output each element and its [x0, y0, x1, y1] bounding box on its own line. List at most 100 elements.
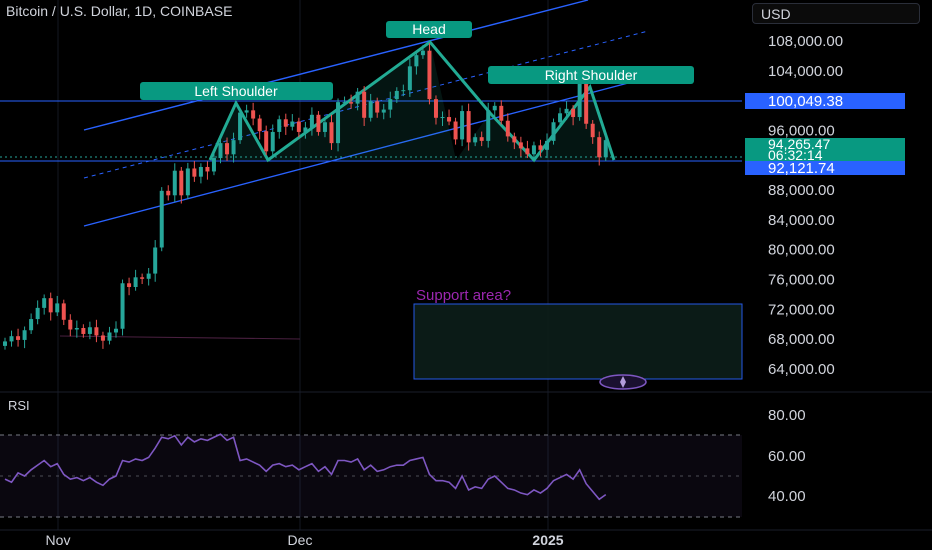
diamond-icon	[620, 376, 626, 388]
candle	[290, 121, 295, 127]
candle	[146, 273, 151, 279]
support-area-box[interactable]	[413, 303, 743, 380]
price-tick-label: 72,000.00	[768, 301, 835, 318]
candle	[479, 137, 484, 141]
old-level-line	[59, 335, 301, 340]
price-tick-label: 68,000.00	[768, 331, 835, 348]
candle	[342, 102, 347, 104]
price-tick-label: 108,000.00	[768, 33, 843, 50]
candle	[453, 121, 458, 140]
price-tick-label: 76,000.00	[768, 272, 835, 289]
candle	[309, 114, 314, 128]
candle	[388, 99, 393, 110]
candle	[35, 307, 40, 320]
candle	[153, 247, 158, 274]
head-label-box[interactable]: Head	[386, 21, 472, 38]
candle	[401, 90, 406, 92]
candle	[558, 113, 563, 123]
price-tick-label: 80,000.00	[768, 242, 835, 259]
time-axis[interactable]: Nov Dec 2025	[46, 532, 564, 548]
candle	[512, 136, 517, 143]
candle	[225, 143, 230, 155]
right-shoulder-label: Right Shoulder	[545, 67, 638, 83]
candle	[48, 298, 53, 313]
candle	[166, 190, 171, 196]
candle	[538, 145, 543, 150]
channel-lower-line[interactable]	[83, 81, 633, 227]
rsi-label: RSI	[8, 398, 30, 413]
rsi-axis: 80.00 60.00 40.00	[768, 407, 806, 505]
candle	[251, 110, 256, 119]
candle	[362, 91, 367, 118]
candle	[87, 327, 92, 334]
candle	[322, 122, 327, 132]
candle	[9, 336, 14, 342]
currency-selector[interactable]: USD	[752, 3, 920, 24]
candle	[466, 111, 471, 143]
candle	[590, 123, 595, 138]
candle	[159, 190, 164, 248]
right-shoulder-label-box[interactable]: Right Shoulder	[488, 66, 694, 84]
candle	[492, 105, 497, 111]
support-price-text: 92,121.74	[768, 160, 835, 177]
support-area-marker[interactable]	[599, 374, 647, 390]
candle	[414, 55, 419, 67]
price-tick-label: 84,000.00	[768, 212, 835, 229]
price-axis[interactable]: 108,000.00 104,000.00 96,000.00 88,000.00 84…	[768, 33, 843, 378]
candle	[277, 119, 282, 132]
support-area-label: Support area?	[416, 287, 511, 304]
time-tick-label: Dec	[288, 532, 313, 548]
time-tick-label: 2025	[532, 532, 563, 548]
current-price-text: 94,265.47	[768, 136, 830, 152]
candle	[198, 166, 203, 177]
candle	[597, 137, 602, 158]
candle	[94, 327, 99, 336]
head-label: Head	[412, 21, 445, 37]
resistance-price-label[interactable]: 100,049.38	[745, 93, 905, 110]
candle	[264, 131, 269, 152]
candle	[140, 277, 145, 279]
candle	[571, 108, 576, 118]
candles-group	[3, 43, 608, 350]
rsi-line[interactable]	[4, 433, 607, 501]
candle	[381, 109, 386, 113]
candle	[231, 140, 236, 155]
support-price-label[interactable]: 92,121.74	[745, 160, 905, 177]
left-shoulder-label: Left Shoulder	[194, 83, 278, 99]
candle	[531, 145, 536, 155]
candle-countdown-text: 06:32:14	[768, 147, 823, 163]
candle	[185, 168, 190, 196]
candle	[440, 117, 445, 119]
candle	[525, 148, 530, 155]
candle	[584, 83, 589, 124]
candle	[427, 50, 432, 100]
time-tick-label: Nov	[46, 532, 71, 548]
candle	[172, 170, 177, 196]
candle	[22, 330, 27, 340]
price-tick-label: 104,000.00	[768, 63, 843, 80]
channel-upper-line[interactable]	[83, 0, 589, 131]
current-price-label[interactable]: 94,265.47 06:32:14	[745, 136, 905, 163]
candle	[270, 131, 275, 152]
candle	[107, 332, 112, 341]
candle	[447, 117, 452, 122]
candle	[68, 319, 73, 330]
candle	[29, 319, 34, 331]
candle	[42, 298, 47, 308]
candle	[577, 83, 582, 118]
candle	[218, 143, 223, 159]
candle	[349, 102, 354, 104]
candle	[499, 105, 504, 121]
candle	[81, 328, 86, 334]
candle	[16, 336, 21, 340]
left-shoulder-label-box[interactable]: Left Shoulder	[140, 82, 333, 100]
candle	[433, 99, 438, 118]
candle	[394, 90, 399, 100]
price-tick-label: 96,000.00	[768, 122, 835, 139]
candle	[375, 101, 380, 113]
candle	[192, 168, 197, 177]
candle	[551, 122, 556, 141]
candle	[336, 102, 341, 144]
candle	[329, 122, 334, 144]
